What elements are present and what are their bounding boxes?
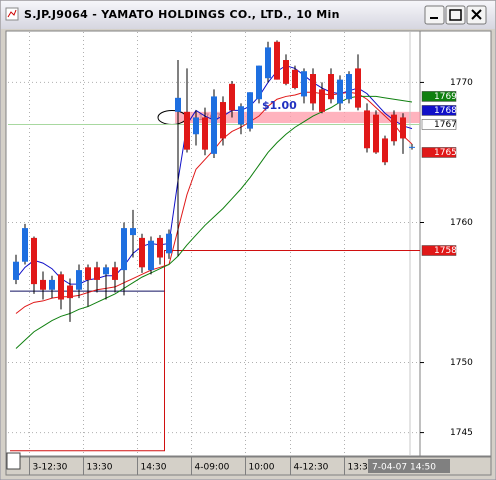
x-tick-label: 14:30 [141,463,167,473]
x-tick-label: 4-09:00 [195,463,230,473]
price-label: 1767 [434,120,457,130]
candle-body [76,270,82,290]
crosshair-time-box [368,459,450,473]
price-label-box [421,91,457,102]
window-icon [5,7,19,21]
x-tick-label: 4-12:30 [294,463,329,473]
candle-body [103,267,109,275]
candle-body [319,89,325,112]
close-button[interactable] [466,5,487,25]
candle-body [238,106,244,125]
candle-body [373,114,379,153]
candle-body [211,96,217,154]
candle-body [382,138,388,163]
candle-body [337,79,343,104]
x-tick-label: 3-12:30 [33,463,68,473]
y-tick-label: 1745 [450,428,473,438]
price-label: 1765 [434,148,457,158]
candle-body [49,279,55,290]
y-tick-label: 1770 [450,78,473,88]
candle-body [355,68,361,108]
candle-body [256,65,262,100]
candle-body [229,83,235,111]
x-tick-label: 13:30 [348,463,374,473]
candle-body [400,117,406,139]
candle-body [22,228,28,262]
candle-body [157,237,163,258]
candle-body [58,274,64,300]
candle-body [202,117,208,150]
candle-body [94,267,100,280]
candle-body [139,237,145,268]
candle-body [310,74,316,104]
price-label-box [421,105,457,116]
candle-body [409,146,415,148]
title-bar [1,1,495,29]
candle-body [247,92,253,129]
candle-body [166,233,172,254]
maximize-button[interactable] [445,5,466,25]
crosshair-time-label: 7-04-07 14:50 [372,463,436,473]
candle-body [292,69,298,89]
candle-body [175,97,181,112]
minimize-button[interactable] [424,5,445,25]
price-label-box [421,119,457,130]
candle-body [301,71,307,97]
x-tick-label: 13:30 [87,463,113,473]
price-label: 1768 [434,106,457,116]
window-title: S.JP.J9064 - YAMATO HOLDINGS CO., LTD., … [24,8,340,21]
candle-body [265,47,271,79]
candle-body [184,111,190,150]
candle-body [31,237,37,285]
candle-body [364,110,370,149]
candle-body [328,74,334,100]
candle-body [67,285,73,299]
candle-body [85,267,91,280]
candle-body [391,114,397,142]
price-label: 1769 [434,92,457,102]
candle-body [130,228,136,236]
candle-body [346,74,352,100]
candle-body [121,228,127,271]
step-line [10,250,420,452]
x-tick-label: 10:00 [249,463,275,473]
candle-body [40,279,46,290]
window-icon-graph [7,9,17,18]
price-label-box [421,245,457,256]
candle-body [13,261,19,280]
candle-body [220,102,226,139]
annotation: $1.00 [262,99,297,112]
scroll-box[interactable] [6,452,21,470]
candle-body [148,240,154,271]
candle-body [274,41,280,80]
price-label: 1758 [434,246,457,256]
candle-body [112,267,118,280]
candle-body [283,60,289,84]
y-tick-label: 1750 [450,358,473,368]
price-band [175,111,420,124]
price-label-box [421,147,457,158]
candle-body [193,117,199,135]
y-tick-label: 1760 [450,218,473,228]
